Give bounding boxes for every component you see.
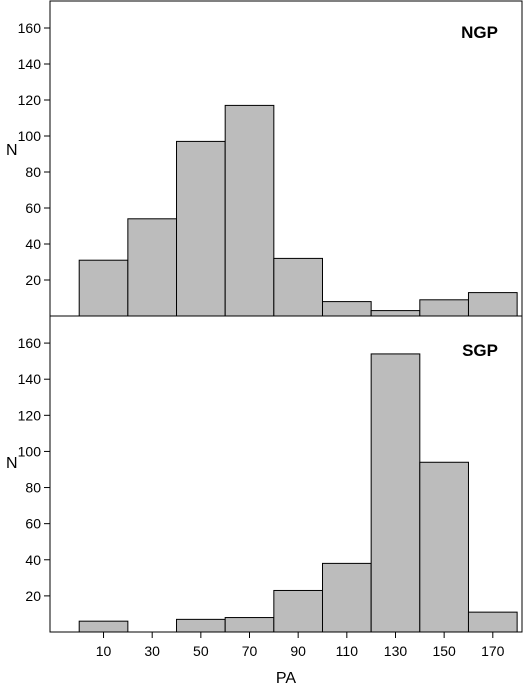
x-axis-label: PA — [276, 670, 296, 687]
y-tick-label-sgp-160: 160 — [18, 335, 42, 351]
x-tick-label-90: 90 — [290, 643, 306, 659]
histogram-bar-ngp-70 — [224, 104, 275, 317]
panel-ngp: NGP N 20 40 60 80 100 120 140 160 — [6, 0, 523, 317]
panel-title-ngp: NGP — [461, 23, 498, 42]
histogram-bar-sgp-110 — [321, 562, 372, 633]
y-tick-label-ngp-60: 60 — [25, 200, 41, 216]
x-tick-label-30: 30 — [144, 643, 160, 659]
histogram-bar-ngp-10 — [78, 259, 129, 317]
histogram-bar-sgp-130 — [370, 353, 421, 633]
histogram-bar-sgp-50 — [176, 618, 226, 633]
histogram-bar-ngp-50 — [176, 140, 226, 317]
histogram-bar-sgp-10 — [78, 620, 129, 633]
histogram-bar-ngp-130 — [370, 310, 421, 317]
histogram-bar-ngp-30 — [127, 218, 178, 317]
y-axis-label-ngp: N — [6, 142, 18, 159]
x-tick-label-130: 130 — [384, 643, 408, 659]
y-tick-label-sgp-140: 140 — [18, 371, 42, 387]
histogram-bar-sgp-90 — [273, 589, 323, 633]
histogram-bar-sgp-170 — [467, 611, 518, 633]
y-tick-label-ngp-80: 80 — [25, 164, 41, 180]
y-tick-label-ngp-120: 120 — [18, 92, 42, 108]
y-tick-label-sgp-120: 120 — [18, 407, 42, 423]
y-tick-label-sgp-80: 80 — [25, 480, 41, 496]
y-tick-label-ngp-40: 40 — [25, 236, 41, 252]
y-tick-label-ngp-20: 20 — [25, 272, 41, 288]
panel-title-sgp: SGP — [462, 341, 498, 360]
x-tick-label-70: 70 — [242, 643, 258, 659]
histogram-bar-ngp-170 — [467, 292, 518, 317]
histogram-bar-ngp-90 — [273, 257, 323, 317]
x-tick-label-150: 150 — [432, 643, 456, 659]
histogram-bar-ngp-110 — [321, 301, 372, 317]
histogram-bar-sgp-70 — [224, 617, 275, 633]
x-tick-label-170: 170 — [481, 643, 505, 659]
panel-sgp: SGP N PA 20 40 60 80 100 120 140 160 10 30 50 70 90 1… — [6, 315, 523, 687]
y-tick-label-sgp-40: 40 — [25, 552, 41, 568]
y-tick-label-sgp-100: 100 — [18, 443, 42, 459]
x-tick-label-10: 10 — [96, 643, 112, 659]
histogram-bar-sgp-150 — [419, 461, 469, 633]
y-tick-label-ngp-100: 100 — [18, 128, 42, 144]
histogram-bar-ngp-150 — [419, 299, 469, 317]
x-tick-label-50: 50 — [193, 643, 209, 659]
y-tick-label-ngp-160: 160 — [18, 20, 42, 36]
x-tick-label-110: 110 — [336, 643, 359, 659]
y-axis-label-sgp: N — [6, 455, 18, 472]
y-tick-label-sgp-60: 60 — [25, 516, 41, 532]
y-tick-label-sgp-20: 20 — [25, 588, 41, 604]
y-tick-label-ngp-140: 140 — [18, 56, 42, 72]
